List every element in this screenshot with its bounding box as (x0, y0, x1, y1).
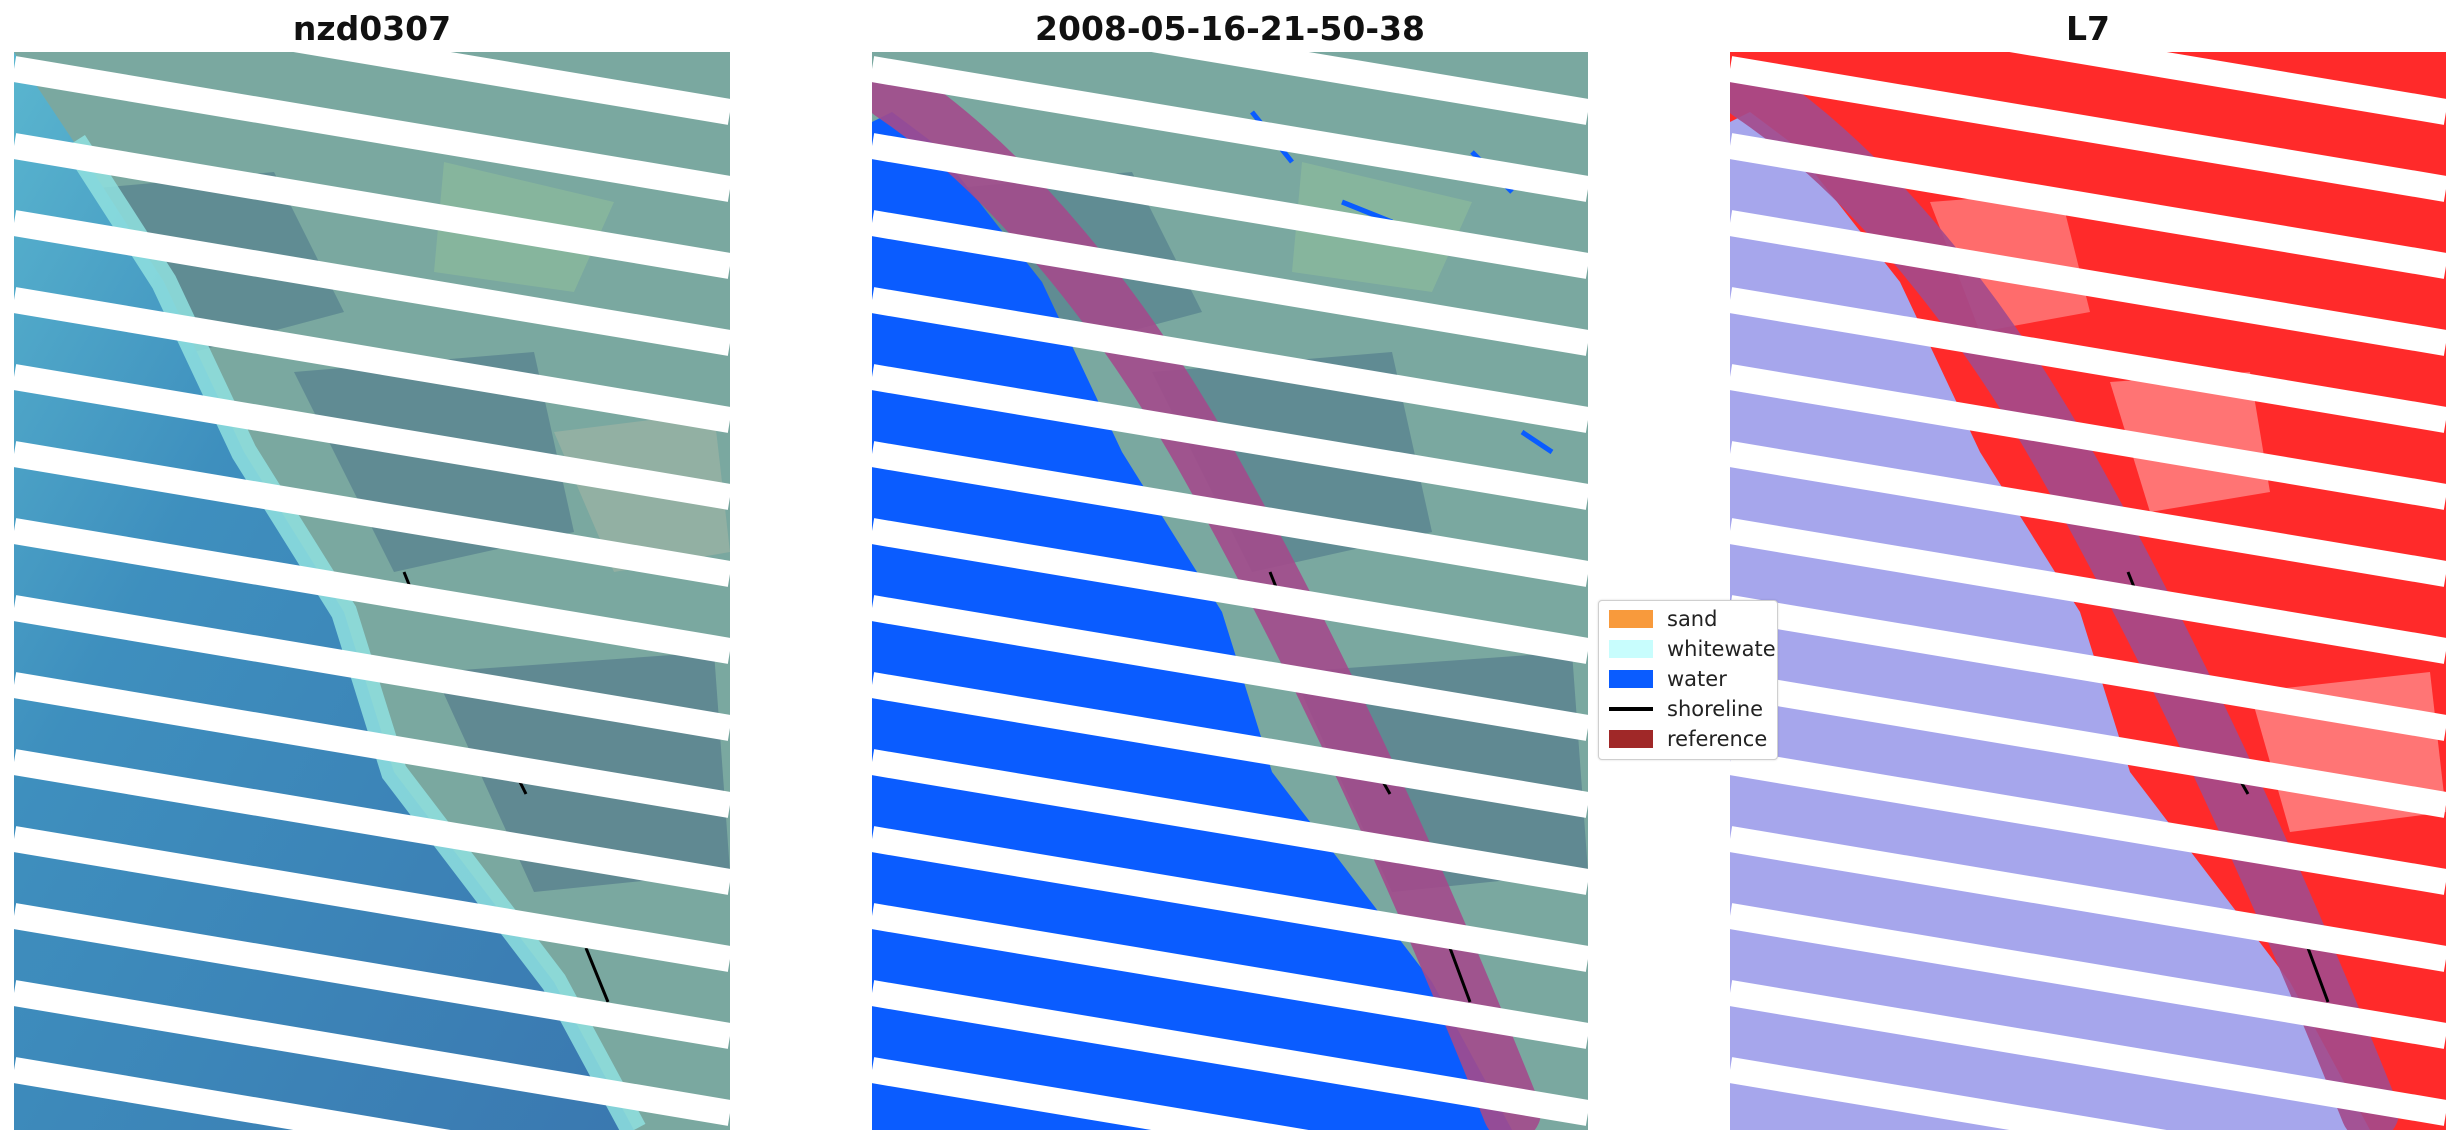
panel-title-index: L7 (2066, 9, 2110, 48)
legend-swatch-water (1609, 670, 1653, 688)
legend-swatch-whitewater (1609, 640, 1653, 658)
rgb-image-panel (14, 52, 730, 1130)
panel-title-classified: 2008-05-16-21-50-38 (1035, 9, 1425, 48)
classified-image-panel (872, 52, 1588, 1130)
legend-label-shoreline: shoreline (1667, 697, 1764, 721)
legend-swatch-reference (1609, 730, 1653, 748)
scan-line-gaps (14, 52, 730, 1130)
legend-label-reference: reference (1667, 727, 1768, 751)
reference-buffer (872, 63, 1541, 1130)
legend-label-whitewater: whitewater (1667, 637, 1778, 661)
scan-line-gaps (872, 52, 1588, 1130)
surf-zone (63, 134, 646, 1130)
legend-item-shoreline: shoreline (1609, 695, 1763, 723)
legend-item-water: water (1609, 665, 1727, 693)
scan-line-gaps (1730, 52, 2446, 1130)
legend-label-sand: sand (1667, 607, 1718, 631)
legend-item-sand: sand (1609, 605, 1717, 633)
legend-label-water: water (1667, 667, 1727, 691)
legend: sand whitewater water shoreline referenc… (1598, 600, 1778, 760)
legend-item-reference: reference (1609, 725, 1767, 753)
legend-swatch-sand (1609, 610, 1653, 628)
legend-item-whitewater: whitewater (1609, 635, 1778, 663)
reference-buffer (1730, 63, 2399, 1130)
rgb-image (14, 52, 730, 1130)
index-image-panel (1730, 52, 2446, 1130)
index-image (1730, 52, 2446, 1130)
legend-swatch-shoreline (1609, 707, 1653, 711)
classified-image (872, 52, 1588, 1130)
panel-title-rgb: nzd0307 (292, 9, 452, 48)
